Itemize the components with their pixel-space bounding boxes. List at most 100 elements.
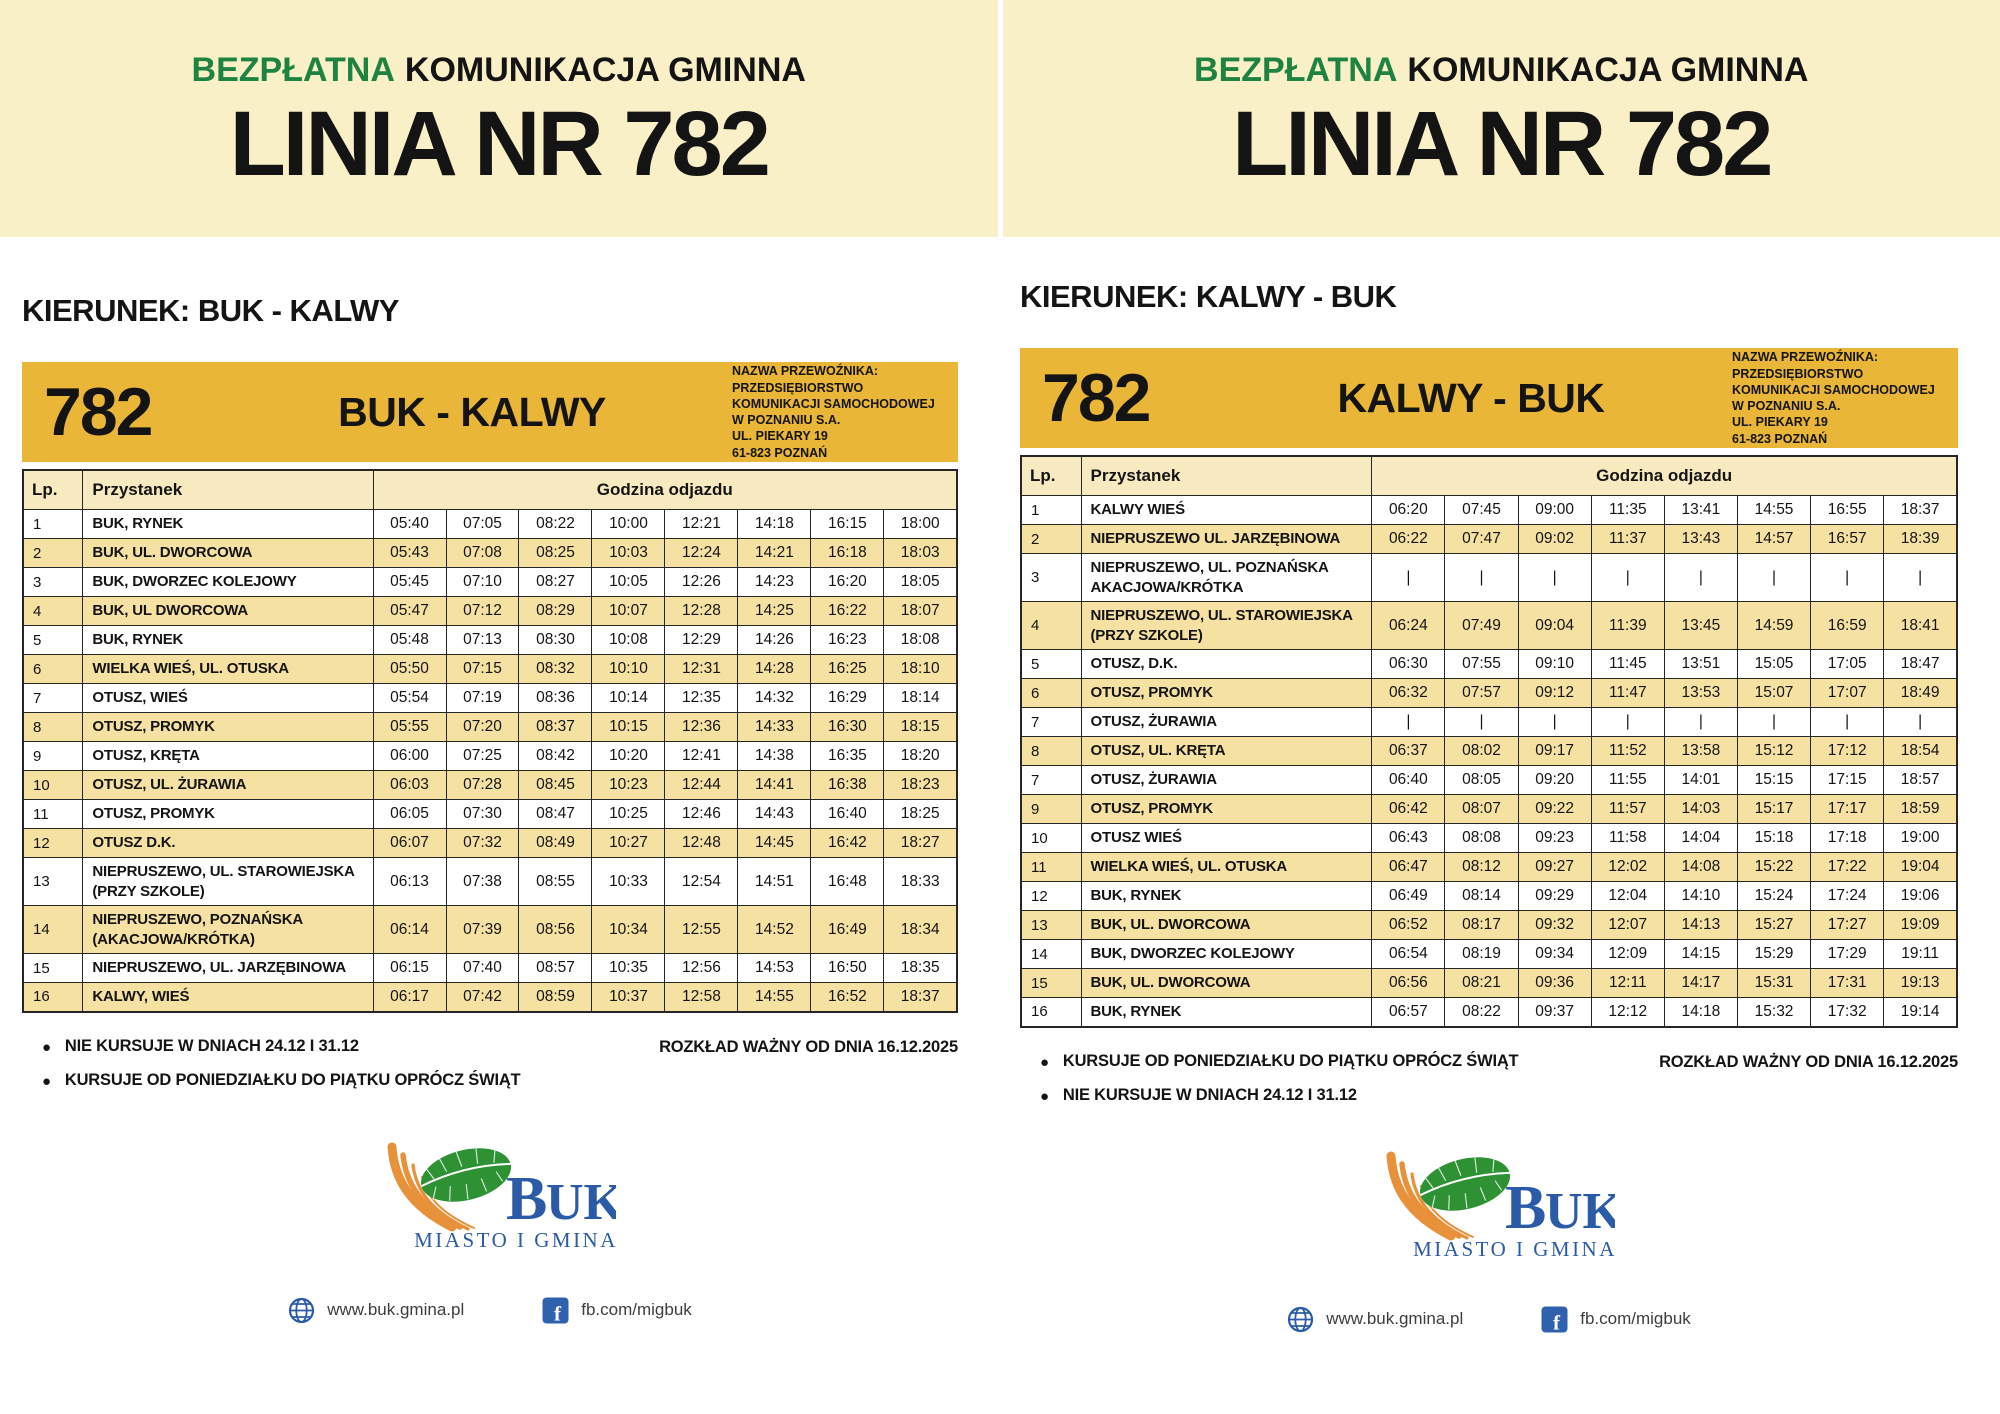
table-row: 11 OTUSZ, PROMYK 06:05 07:30 08:47 10:25 12:46… bbox=[22, 799, 958, 829]
logo-sub-text: MIASTO I GMINA bbox=[1413, 1237, 1615, 1261]
departure-time: 07:49 bbox=[1444, 601, 1519, 650]
table-header-row: Lp. Przystanek Godzina odjazdu bbox=[22, 469, 958, 510]
departure-time: 18:59 bbox=[1883, 794, 1958, 824]
departure-time: 08:42 bbox=[518, 741, 593, 771]
logo-main-text: B bbox=[506, 1165, 547, 1233]
row-number: 10 bbox=[1020, 823, 1082, 853]
departure-time: 06:56 bbox=[1371, 968, 1446, 998]
line-title: LINIA NR 782 bbox=[1232, 93, 1773, 195]
departure-time: 08:17 bbox=[1444, 910, 1519, 940]
facebook-link[interactable]: f fb.com/migbuk bbox=[542, 1297, 692, 1324]
departure-time: 17:27 bbox=[1810, 910, 1885, 940]
timetable-kalwy-buk: Lp. Przystanek Godzina odjazdu 1 KALWY WI… bbox=[1020, 455, 1958, 1028]
departure-time: 06:43 bbox=[1371, 823, 1446, 853]
website-link[interactable]: www.buk.gmina.pl bbox=[288, 1297, 464, 1324]
departure-time: 15:27 bbox=[1736, 910, 1812, 940]
departure-time: 10:34 bbox=[591, 905, 666, 954]
stop-name: BUK, RYNEK bbox=[1080, 881, 1373, 911]
table-row: 8 OTUSZ, UL. KRĘTA 06:37 08:02 09:17 11:52 13:… bbox=[1020, 736, 1958, 766]
stop-name: NIEPRUSZEWO, UL. POZNAŃSKA AKACJOWA/KRÓT… bbox=[1080, 553, 1373, 602]
stop-name: BUK, DWORZEC KOLEJOWY bbox=[1080, 939, 1373, 969]
facebook-link[interactable]: f fb.com/migbuk bbox=[1541, 1306, 1691, 1333]
departure-time: 14:57 bbox=[1736, 524, 1812, 554]
departure-time: 15:31 bbox=[1736, 968, 1812, 998]
departure-time: 18:39 bbox=[1883, 524, 1958, 554]
departure-time: 10:08 bbox=[591, 625, 666, 655]
facebook-text: fb.com/migbuk bbox=[581, 1300, 692, 1319]
table-row: 3 NIEPRUSZEWO, UL. POZNAŃSKA AKACJOWA/KRÓ… bbox=[1020, 553, 1958, 602]
row-number: 5 bbox=[1020, 649, 1082, 679]
departure-time: 05:48 bbox=[372, 625, 447, 655]
carrier-line: PRZEDSIĘBIORSTWO bbox=[732, 380, 864, 395]
departure-time: 11:47 bbox=[1590, 678, 1665, 708]
row-number: 4 bbox=[1020, 601, 1082, 650]
departure-time: 12:28 bbox=[664, 596, 739, 626]
departure-time: 18:57 bbox=[1883, 765, 1958, 795]
row-number: 8 bbox=[1020, 736, 1082, 766]
website-link[interactable]: www.buk.gmina.pl bbox=[1287, 1306, 1463, 1333]
col-header-lp: Lp. bbox=[22, 469, 84, 510]
stop-name: BUK, UL. DWORCOWA bbox=[1080, 968, 1373, 998]
departure-time: 12:12 bbox=[1590, 997, 1665, 1027]
departure-time: 09:23 bbox=[1517, 823, 1592, 853]
stop-name: BUK, UL DWORCOWA bbox=[82, 596, 374, 626]
banner-divider bbox=[997, 0, 1003, 237]
departure-time: 07:42 bbox=[445, 982, 520, 1012]
departure-time: 05:50 bbox=[372, 654, 447, 684]
departure-time: 12:11 bbox=[1590, 968, 1665, 998]
departure-time: 09:00 bbox=[1517, 495, 1592, 525]
panel-buk-kalwy: KIERUNEK: BUK - KALWY 782 BUK - KALWY NA… bbox=[0, 237, 1000, 1333]
departure-time: 06:22 bbox=[1371, 524, 1446, 554]
departure-time: 07:10 bbox=[445, 567, 520, 597]
departure-time: 12:21 bbox=[664, 509, 739, 539]
banner-left: BEZPŁATNA KOMUNIKACJA GMINNA LINIA NR 782 bbox=[0, 0, 998, 237]
departure-time: 12:56 bbox=[664, 953, 739, 983]
table-row: 2 NIEPRUSZEWO UL. JARZĘBINOWA 06:22 07:47 09… bbox=[1020, 524, 1958, 554]
row-number: 12 bbox=[1020, 881, 1082, 911]
departure-time: 16:20 bbox=[810, 567, 885, 597]
table-header-row: Lp. Przystanek Godzina odjazdu bbox=[1020, 455, 1958, 496]
row-number: 2 bbox=[22, 538, 84, 568]
departure-time: 05:45 bbox=[372, 567, 447, 597]
departure-time: 12:29 bbox=[664, 625, 739, 655]
table-row: 3 BUK, DWORZEC KOLEJOWY 05:45 07:10 08:27 10:… bbox=[22, 567, 958, 597]
table-row: 14 BUK, DWORZEC KOLEJOWY 06:54 08:19 09:34 12… bbox=[1020, 939, 1958, 969]
row-number: 13 bbox=[22, 857, 84, 906]
departure-time: 10:37 bbox=[591, 982, 666, 1012]
stop-name: OTUSZ D.K. bbox=[82, 828, 374, 858]
departure-time: 16:35 bbox=[810, 741, 885, 771]
departure-time: 15:29 bbox=[1736, 939, 1812, 969]
line-title: LINIA NR 782 bbox=[229, 93, 771, 195]
col-header-times: Godzina odjazdu bbox=[1371, 455, 1958, 496]
departure-time: 08:08 bbox=[1444, 823, 1519, 853]
facebook-icon: f bbox=[542, 1297, 569, 1324]
departure-time: 17:17 bbox=[1810, 794, 1885, 824]
departure-time: 14:04 bbox=[1663, 823, 1738, 853]
departure-time: 18:14 bbox=[883, 683, 958, 713]
departure-time: 17:24 bbox=[1810, 881, 1885, 911]
stop-name: BUK, RYNEK bbox=[1080, 997, 1373, 1027]
departure-time: 09:10 bbox=[1517, 649, 1592, 679]
departure-time: 15:18 bbox=[1736, 823, 1812, 853]
departure-time: 07:28 bbox=[445, 770, 520, 800]
departure-time: 12:35 bbox=[664, 683, 739, 713]
carrier-line: UL. PIEKARY 19 bbox=[1732, 415, 1828, 430]
row-number: 2 bbox=[1020, 524, 1082, 554]
departure-time: 14:32 bbox=[737, 683, 812, 713]
departure-time: 11:39 bbox=[1590, 601, 1665, 650]
departure-time: 10:25 bbox=[591, 799, 666, 829]
departure-time: 18:05 bbox=[883, 567, 958, 597]
carrier-line: PRZEDSIĘBIORSTWO bbox=[1732, 366, 1864, 381]
departure-time: | bbox=[1810, 707, 1885, 737]
departure-time: 08:21 bbox=[1444, 968, 1519, 998]
departure-time: 16:23 bbox=[810, 625, 885, 655]
banner-subtitle: BEZPŁATNA KOMUNIKACJA GMINNA bbox=[192, 51, 806, 90]
row-number: 3 bbox=[1020, 553, 1082, 602]
departure-time: 06:14 bbox=[372, 905, 447, 954]
departure-time: 16:18 bbox=[810, 538, 885, 568]
row-number: 14 bbox=[1020, 939, 1082, 969]
stop-name: OTUSZ, PROMYK bbox=[82, 799, 374, 829]
row-number: 16 bbox=[1020, 997, 1082, 1027]
departure-time: 13:45 bbox=[1663, 601, 1738, 650]
buk-logo: B UK MIASTO I GMINA bbox=[387, 1142, 616, 1252]
